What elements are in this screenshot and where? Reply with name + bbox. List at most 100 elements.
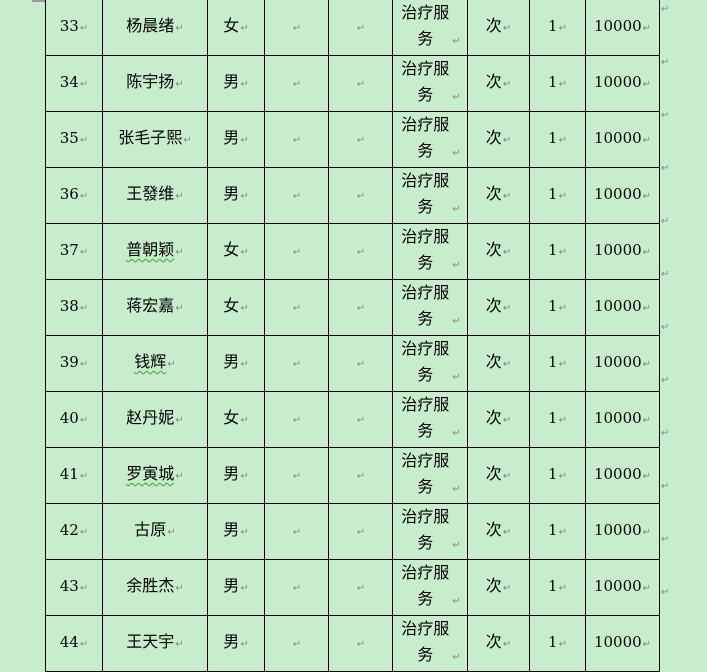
- gender-cell[interactable]: 男↵: [207, 335, 265, 392]
- empty-cell[interactable]: ↵: [264, 55, 329, 112]
- unit-cell[interactable]: 次↵: [467, 167, 530, 224]
- quantity-cell[interactable]: 1↵: [529, 111, 586, 168]
- service-cell[interactable]: 治疗服务 ↵: [392, 335, 468, 392]
- gender-cell[interactable]: 男↵: [207, 503, 265, 560]
- name-cell[interactable]: 杨晨绪↵: [102, 0, 208, 56]
- empty-cell[interactable]: ↵: [328, 559, 393, 616]
- empty-cell[interactable]: ↵: [264, 223, 329, 280]
- name-cell[interactable]: 钱辉↵: [102, 335, 208, 392]
- row-number-cell[interactable]: 36↵: [45, 167, 103, 224]
- quantity-cell[interactable]: 1↵: [529, 615, 586, 672]
- service-cell[interactable]: 治疗服务 ↵: [392, 615, 468, 672]
- gender-cell[interactable]: 男↵: [207, 615, 265, 672]
- name-cell[interactable]: 普朝颖↵: [102, 223, 208, 280]
- row-number-cell[interactable]: 38↵: [45, 279, 103, 336]
- gender-cell[interactable]: 女↵: [207, 0, 265, 56]
- quantity-cell[interactable]: 1↵: [529, 223, 586, 280]
- row-number-cell[interactable]: 40↵: [45, 391, 103, 448]
- empty-cell[interactable]: ↵: [264, 279, 329, 336]
- name-cell[interactable]: 蒋宏嘉↵: [102, 279, 208, 336]
- unit-cell[interactable]: 次↵: [467, 391, 530, 448]
- empty-cell[interactable]: ↵: [264, 391, 329, 448]
- gender-cell[interactable]: 女↵: [207, 223, 265, 280]
- name-cell[interactable]: 王發维↵: [102, 167, 208, 224]
- amount-cell[interactable]: 10000↵: [585, 167, 660, 224]
- unit-cell[interactable]: 次↵: [467, 503, 530, 560]
- unit-cell[interactable]: 次↵: [467, 0, 530, 56]
- name-cell[interactable]: 余胜杰↵: [102, 559, 208, 616]
- empty-cell[interactable]: ↵: [328, 391, 393, 448]
- empty-cell[interactable]: ↵: [328, 503, 393, 560]
- empty-cell[interactable]: ↵: [328, 279, 393, 336]
- amount-cell[interactable]: 10000↵: [585, 279, 660, 336]
- unit-cell[interactable]: 次↵: [467, 335, 530, 392]
- name-cell[interactable]: 赵丹妮↵: [102, 391, 208, 448]
- service-cell[interactable]: 治疗服务 ↵: [392, 447, 468, 504]
- row-number-cell[interactable]: 33↵: [45, 0, 103, 56]
- service-cell[interactable]: 治疗服务 ↵: [392, 279, 468, 336]
- amount-cell[interactable]: 10000↵: [585, 391, 660, 448]
- row-number-cell[interactable]: 35↵: [45, 111, 103, 168]
- amount-cell[interactable]: 10000↵: [585, 111, 660, 168]
- empty-cell[interactable]: ↵: [264, 503, 329, 560]
- service-cell[interactable]: 治疗服务 ↵: [392, 503, 468, 560]
- row-number-cell[interactable]: 39↵: [45, 335, 103, 392]
- empty-cell[interactable]: ↵: [264, 167, 329, 224]
- empty-cell[interactable]: ↵: [264, 559, 329, 616]
- unit-cell[interactable]: 次↵: [467, 615, 530, 672]
- name-cell[interactable]: 王天宇↵: [102, 615, 208, 672]
- unit-cell[interactable]: 次↵: [467, 447, 530, 504]
- empty-cell[interactable]: ↵: [328, 223, 393, 280]
- empty-cell[interactable]: ↵: [328, 167, 393, 224]
- service-cell[interactable]: 治疗服务 ↵: [392, 55, 468, 112]
- empty-cell[interactable]: ↵: [328, 615, 393, 672]
- gender-cell[interactable]: 男↵: [207, 111, 265, 168]
- service-cell[interactable]: 治疗服务 ↵: [392, 167, 468, 224]
- quantity-cell[interactable]: 1↵: [529, 55, 586, 112]
- empty-cell[interactable]: ↵: [328, 335, 393, 392]
- gender-cell[interactable]: 男↵: [207, 559, 265, 616]
- empty-cell[interactable]: ↵: [328, 0, 393, 56]
- service-cell[interactable]: 治疗服务 ↵: [392, 111, 468, 168]
- gender-cell[interactable]: 女↵: [207, 391, 265, 448]
- row-number-cell[interactable]: 44↵: [45, 615, 103, 672]
- name-cell[interactable]: 古原↵: [102, 503, 208, 560]
- service-cell[interactable]: 治疗服务 ↵: [392, 559, 468, 616]
- quantity-cell[interactable]: 1↵: [529, 335, 586, 392]
- amount-cell[interactable]: 10000↵: [585, 335, 660, 392]
- empty-cell[interactable]: ↵: [264, 335, 329, 392]
- unit-cell[interactable]: 次↵: [467, 111, 530, 168]
- row-number-cell[interactable]: 43↵: [45, 559, 103, 616]
- amount-cell[interactable]: 10000↵: [585, 55, 660, 112]
- unit-cell[interactable]: 次↵: [467, 559, 530, 616]
- quantity-cell[interactable]: 1↵: [529, 279, 586, 336]
- empty-cell[interactable]: ↵: [328, 111, 393, 168]
- amount-cell[interactable]: 10000↵: [585, 223, 660, 280]
- service-cell[interactable]: 治疗服务 ↵: [392, 223, 468, 280]
- amount-cell[interactable]: 10000↵: [585, 447, 660, 504]
- service-cell[interactable]: 治疗服务 ↵: [392, 391, 468, 448]
- quantity-cell[interactable]: 1↵: [529, 167, 586, 224]
- gender-cell[interactable]: 男↵: [207, 447, 265, 504]
- amount-cell[interactable]: 10000↵: [585, 0, 660, 56]
- name-cell[interactable]: 罗寅城↵: [102, 447, 208, 504]
- quantity-cell[interactable]: 1↵: [529, 391, 586, 448]
- row-number-cell[interactable]: 41↵: [45, 447, 103, 504]
- row-number-cell[interactable]: 34↵: [45, 55, 103, 112]
- empty-cell[interactable]: ↵: [264, 615, 329, 672]
- quantity-cell[interactable]: 1↵: [529, 0, 586, 56]
- unit-cell[interactable]: 次↵: [467, 55, 530, 112]
- row-number-cell[interactable]: 37↵: [45, 223, 103, 280]
- empty-cell[interactable]: ↵: [264, 0, 329, 56]
- quantity-cell[interactable]: 1↵: [529, 559, 586, 616]
- empty-cell[interactable]: ↵: [264, 447, 329, 504]
- gender-cell[interactable]: 女↵: [207, 279, 265, 336]
- service-cell[interactable]: 治疗服务 ↵: [392, 0, 468, 56]
- unit-cell[interactable]: 次↵: [467, 223, 530, 280]
- quantity-cell[interactable]: 1↵: [529, 503, 586, 560]
- gender-cell[interactable]: 男↵: [207, 55, 265, 112]
- gender-cell[interactable]: 男↵: [207, 167, 265, 224]
- unit-cell[interactable]: 次↵: [467, 279, 530, 336]
- name-cell[interactable]: 陈宇扬↵: [102, 55, 208, 112]
- quantity-cell[interactable]: 1↵: [529, 447, 586, 504]
